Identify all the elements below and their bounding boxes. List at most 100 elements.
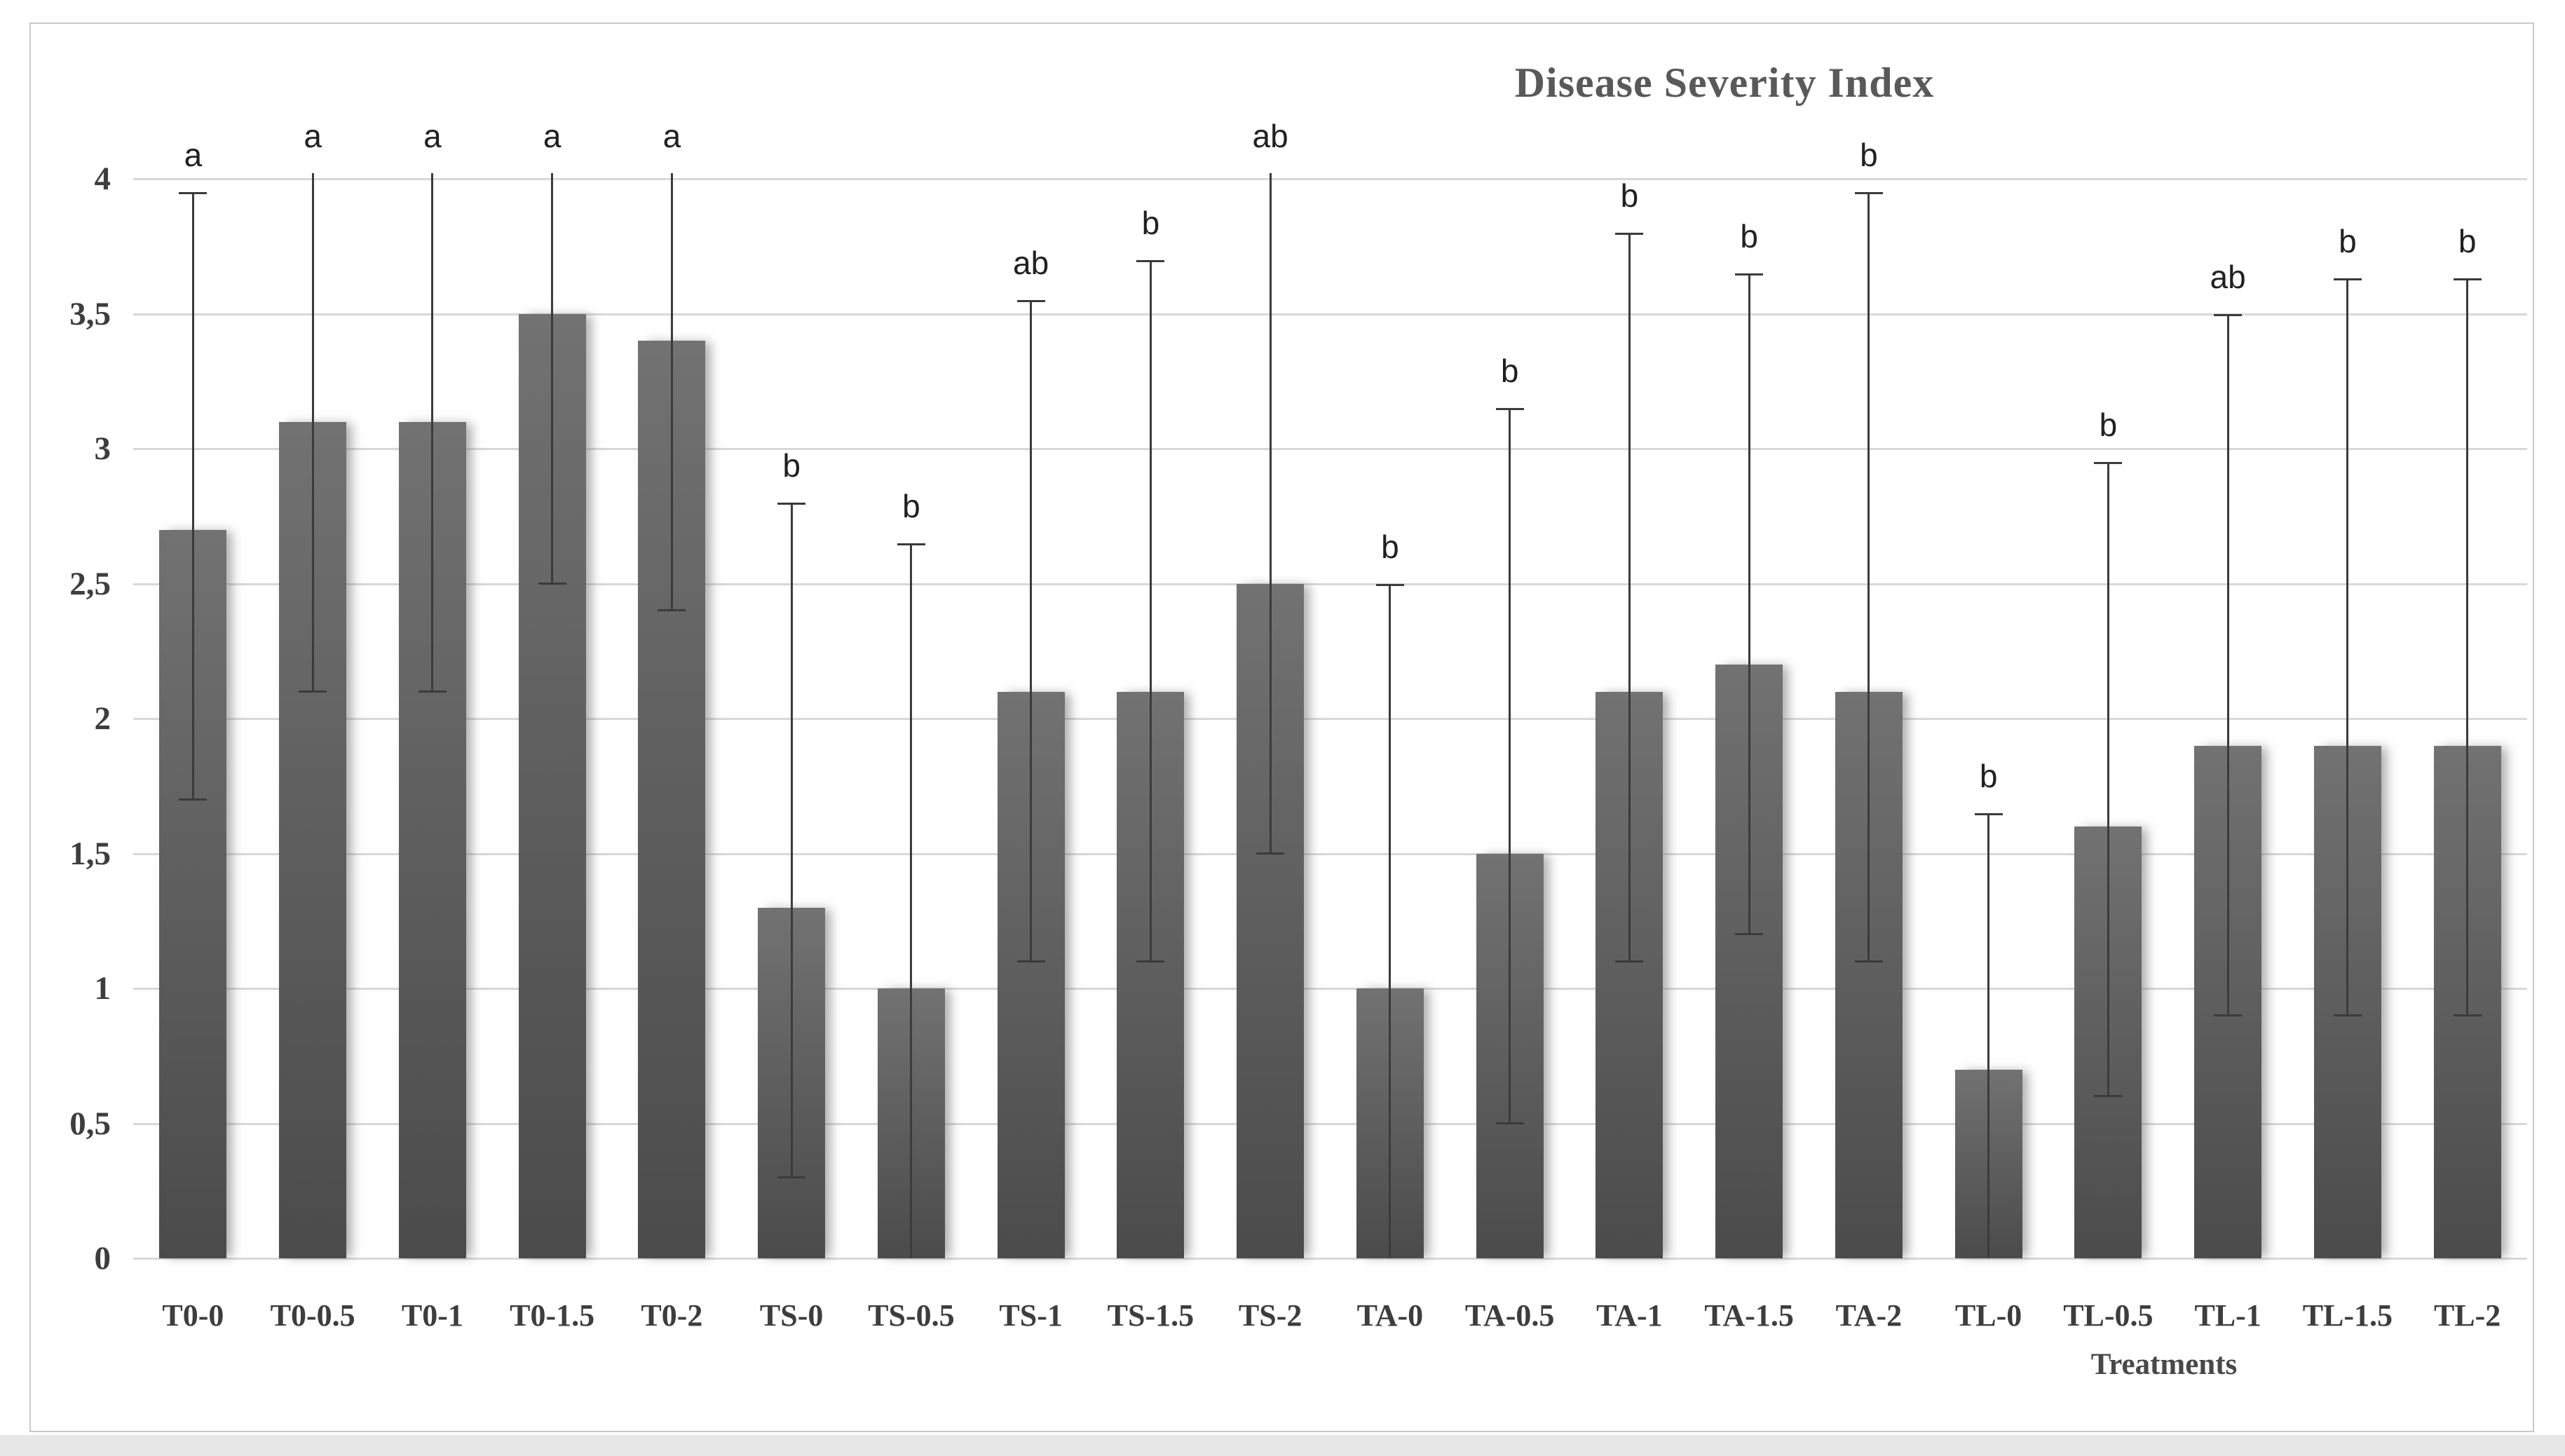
error-cap-bottom-TL-1.5 (2333, 1014, 2362, 1016)
error-bar-TS-2 (1269, 173, 1272, 854)
error-bar-T0-1 (431, 173, 434, 692)
gridline (133, 178, 2527, 180)
error-cap-top-TS-0.5 (897, 543, 925, 545)
y-axis-tick-label: 0 (94, 1240, 111, 1277)
y-axis-tick-label: 1 (94, 970, 111, 1007)
y-axis-tick-label: 1,5 (69, 835, 111, 872)
error-cap-bottom-TA-1.5 (1735, 933, 1764, 935)
gridline (133, 1258, 2527, 1260)
error-bar-T0-1.5 (551, 173, 554, 584)
x-axis-tick-label-TA-1: TA-1 (1596, 1298, 1663, 1333)
error-bar-TL-1.5 (2346, 278, 2349, 1016)
sig-letter-TA-0: b (1381, 528, 1399, 565)
error-cap-top-TA-1 (1615, 233, 1644, 235)
error-bar-T0-0.5 (311, 173, 314, 692)
error-cap-bottom-TS-1 (1016, 960, 1045, 962)
error-cap-bottom-T0-0 (179, 798, 207, 801)
x-axis-tick-label-TA-1.5: TA-1.5 (1704, 1298, 1794, 1333)
error-cap-bottom-TL-0.5 (2094, 1095, 2123, 1097)
gridline (133, 448, 2527, 450)
gridline (133, 1122, 2527, 1125)
error-cap-bottom-TL-2 (2453, 1014, 2482, 1016)
sig-letter-TA-0.5: b (1500, 353, 1519, 390)
sig-letter-TL-1.5: b (2339, 223, 2357, 260)
sig-letter-TL-1: ab (2210, 258, 2246, 295)
error-bar-TS-0.5 (910, 543, 913, 1258)
x-axis-tick-label-TS-1.5: TS-1.5 (1107, 1298, 1195, 1333)
error-bar-TL-2 (2466, 278, 2469, 1016)
y-axis-tick-label: 4 (94, 161, 111, 197)
x-axis-tick-label-TS-0.5: TS-0.5 (868, 1298, 955, 1333)
gridline (133, 313, 2527, 315)
error-cap-bottom-TA-0.5 (1495, 1122, 1524, 1124)
error-cap-top-TL-1.5 (2333, 278, 2362, 281)
error-cap-top-TA-1.5 (1735, 273, 1764, 275)
sig-letter-TL-0: b (1979, 757, 1998, 794)
sig-letter-TS-1: ab (1013, 245, 1049, 282)
error-bar-T0-0 (191, 192, 194, 800)
x-axis-tick-label-TS-1: TS-1 (999, 1298, 1063, 1333)
error-cap-top-TS-0 (777, 503, 806, 505)
x-axis-tick-label-TL-1: TL-1 (2194, 1298, 2261, 1333)
error-cap-bottom-T0-0.5 (299, 690, 327, 693)
x-axis-tick-label-TA-0: TA-0 (1356, 1298, 1424, 1333)
x-axis-tick-label-TS-2: TS-2 (1238, 1298, 1302, 1333)
sig-letter-T0-0: a (184, 137, 203, 174)
error-bar-TL-1 (2226, 313, 2229, 1016)
x-axis-tick-label-T0-2: T0-2 (641, 1298, 703, 1333)
x-axis-tick-label-TA-2: TA-2 (1835, 1298, 1903, 1333)
x-axis-tick-label-TS-0: TS-0 (759, 1298, 824, 1333)
error-cap-bottom-TS-0 (777, 1176, 806, 1178)
y-axis-tick-label: 3,5 (69, 295, 111, 332)
error-cap-top-TA-0.5 (1495, 408, 1524, 411)
error-cap-bottom-TA-2 (1854, 960, 1883, 962)
gridline (133, 583, 2527, 585)
x-axis-tick-label-TA-0.5: TA-0.5 (1464, 1298, 1555, 1333)
error-bar-TA-1 (1628, 233, 1631, 962)
gridline (133, 852, 2527, 855)
x-axis-tick-label-T0-0: T0-0 (162, 1298, 224, 1333)
x-axis-tick-label-TL-1.5: TL-1.5 (2302, 1298, 2393, 1333)
error-cap-bottom-T0-1.5 (538, 582, 566, 585)
error-bar-TS-1.5 (1149, 259, 1152, 962)
error-bar-TA-1.5 (1748, 273, 1750, 934)
gridline (133, 718, 2527, 720)
error-cap-top-TS-1.5 (1136, 259, 1165, 262)
error-cap-bottom-TL-1 (2214, 1014, 2243, 1016)
y-axis-tick-label: 3 (94, 430, 111, 467)
sig-letter-T0-2: a (662, 118, 681, 155)
error-cap-bottom-T0-2 (658, 609, 686, 611)
error-bar-T0-2 (670, 173, 673, 611)
sig-letter-TL-2: b (2458, 223, 2477, 260)
sig-letter-TS-1.5: b (1141, 204, 1160, 241)
error-cap-bottom-T0-1 (418, 690, 447, 693)
sig-letter-TS-2: ab (1252, 118, 1288, 155)
gridline (133, 988, 2527, 990)
chart-title: Disease Severity Index (1514, 60, 1935, 106)
error-bar-TL-0 (1987, 812, 1990, 1258)
x-axis-tick-label-TL-0.5: TL-0.5 (2063, 1298, 2154, 1333)
error-bar-TL-0.5 (2107, 462, 2109, 1096)
x-axis-title: Treatments (2090, 1348, 2238, 1381)
error-cap-top-TA-0 (1375, 583, 1404, 586)
sig-letter-TA-2: b (1860, 137, 1878, 174)
error-cap-top-TL-1 (2214, 313, 2243, 316)
error-cap-top-TL-0 (1974, 812, 2003, 815)
x-axis-tick-label-T0-1: T0-1 (401, 1298, 463, 1333)
y-axis-tick-label: 2 (94, 700, 111, 737)
page-bottom-strip (0, 1435, 2565, 1456)
sig-letter-TS-0: b (782, 447, 801, 484)
sig-letter-TA-1.5: b (1740, 217, 1758, 254)
x-axis-tick-label-TL-2: TL-2 (2433, 1298, 2501, 1333)
sig-letter-TA-1: b (1620, 177, 1639, 214)
error-cap-top-TL-0.5 (2094, 462, 2123, 465)
error-bar-TA-0.5 (1509, 408, 1511, 1124)
x-axis-tick-label-T0-0.5: T0-0.5 (270, 1298, 355, 1333)
sig-letter-T0-1.5: a (543, 118, 562, 155)
error-cap-bottom-TA-1 (1615, 960, 1644, 962)
y-axis-tick-label: 2,5 (69, 565, 111, 602)
error-bar-TS-1 (1030, 300, 1033, 962)
error-cap-bottom-TS-1.5 (1136, 960, 1165, 962)
error-cap-bottom-TS-2 (1256, 852, 1285, 855)
x-axis-tick-label-TL-0: TL-0 (1954, 1298, 2022, 1333)
